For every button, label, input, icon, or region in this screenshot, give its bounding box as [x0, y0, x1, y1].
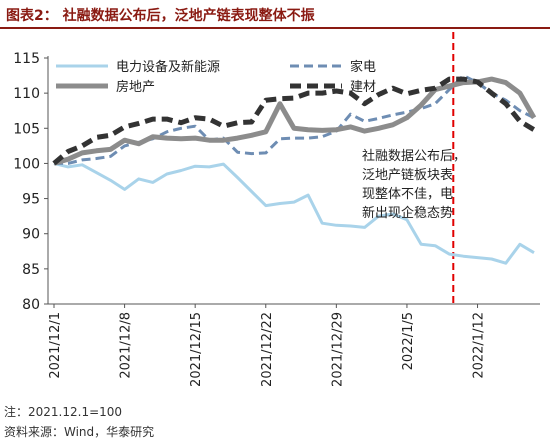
annotation-line: 现整体不佳，电: [362, 187, 453, 202]
x-tick-label: 2021/12/8: [119, 312, 134, 379]
annotation-line: 社融数据公布后，: [362, 148, 466, 164]
y-tick-label: 100: [13, 156, 40, 172]
series-line-3: [53, 76, 537, 166]
legend-label: 电力设备及新能源: [116, 59, 220, 75]
x-tick-label: 2021/12/29: [330, 312, 345, 387]
y-tick-label: 85: [22, 262, 40, 278]
x-tick-label: 2021/12/15: [189, 312, 204, 387]
annotation-line: 泛地产链板块表: [362, 168, 453, 183]
line-chart: 80 85 90 95 100 105 110 115 2021/12/1 2021/12/8 20…: [13, 32, 540, 387]
chart-note: 注：2021.12.1=100: [4, 405, 123, 419]
legend-label: 家电: [350, 59, 376, 75]
legend-label: 房地产: [116, 79, 155, 95]
y-tick-label: 115: [13, 51, 40, 67]
y-tick-label: 110: [13, 86, 40, 102]
series-line-1: [53, 161, 535, 265]
figure-title: 图表2： 社融数据公布后，泛地产链表现整体不振: [6, 8, 315, 24]
y-tick-label: 95: [22, 192, 40, 208]
annotation-line: 新出现企稳态势: [362, 205, 453, 221]
y-tick-label: 80: [22, 297, 40, 313]
legend-label: 建材: [350, 80, 376, 95]
series-line-4: [52, 76, 536, 166]
x-tick-label: 2021/12/22: [260, 312, 275, 387]
figure-header: 图表2： 社融数据公布后，泛地产链表现整体不振: [0, 0, 550, 29]
y-tick-label: 90: [22, 227, 40, 243]
x-tick-label: 2022/1/5: [401, 312, 416, 370]
title-underline: [0, 27, 550, 29]
y-tick-label: 105: [13, 121, 40, 137]
x-tick-label: 2021/12/1: [48, 312, 63, 379]
x-tick-label: 2022/1/12: [472, 312, 487, 379]
chart-source: 资料来源：Wind，华泰研究: [4, 425, 155, 439]
